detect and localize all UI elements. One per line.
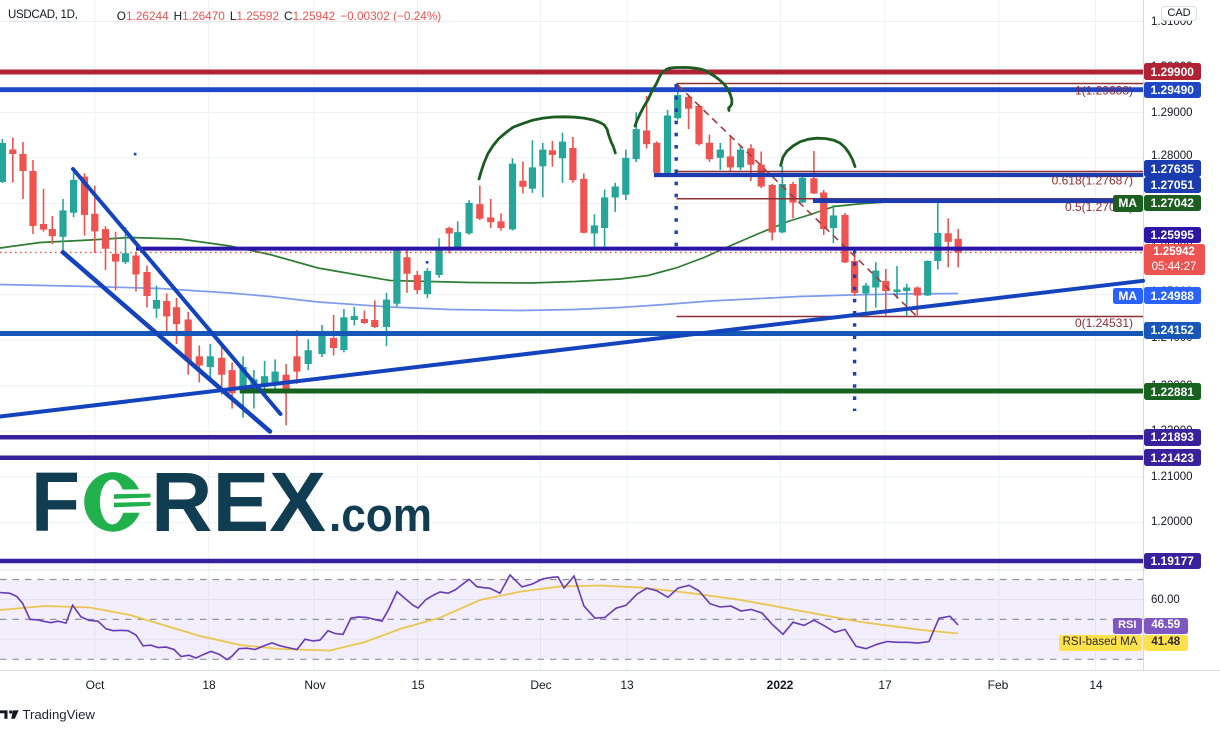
svg-text:REX: REX: [151, 455, 326, 549]
svg-text:.com: .com: [329, 488, 432, 541]
svg-text:0.618(1.27687): 0.618(1.27687): [1052, 173, 1133, 187]
svg-text:TradingView: TradingView: [22, 707, 95, 722]
svg-text:F: F: [31, 455, 80, 549]
svg-text:0(1.24531): 0(1.24531): [1075, 316, 1133, 330]
svg-text:1(1.29638): 1(1.29638): [1075, 84, 1133, 98]
